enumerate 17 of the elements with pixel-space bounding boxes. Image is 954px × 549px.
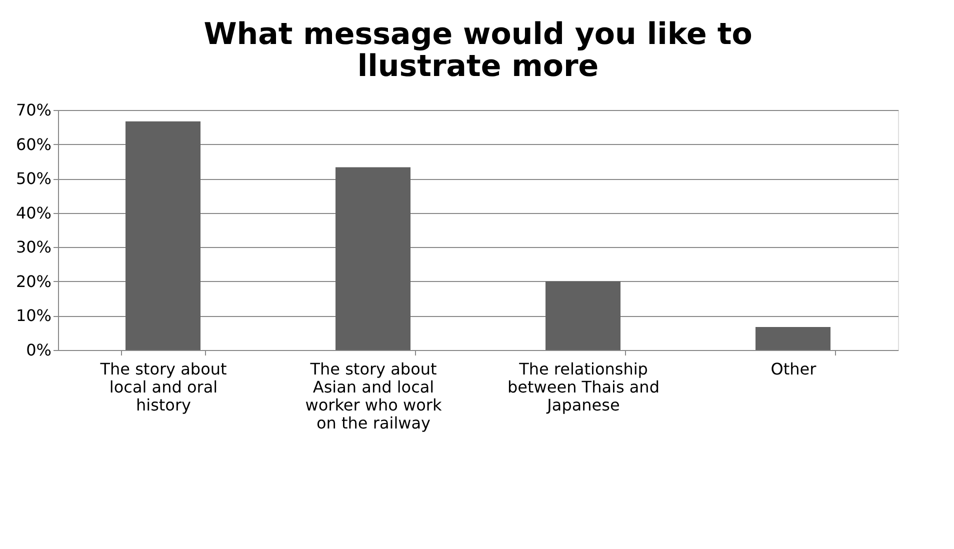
x-tick-label: The relationship between Thais and Japanese bbox=[508, 360, 660, 414]
x-tick-label: Other bbox=[770, 360, 817, 378]
y-tick-label: 0% bbox=[26, 340, 52, 360]
y-tick-label: 10% bbox=[16, 306, 52, 326]
x-tick-label: The story about local and oral history bbox=[99, 360, 227, 414]
y-tick-label: 70% bbox=[16, 100, 52, 120]
bar bbox=[756, 327, 830, 350]
y-tick-label: 30% bbox=[16, 238, 52, 257]
bar bbox=[546, 281, 620, 350]
y-tick-label: 60% bbox=[16, 134, 52, 154]
chart-title: What message would you like to llustrate more bbox=[204, 17, 752, 84]
y-tick-label: 50% bbox=[16, 169, 52, 188]
bar bbox=[336, 167, 410, 350]
y-tick-label: 20% bbox=[16, 272, 52, 291]
bar bbox=[126, 121, 200, 350]
x-tick-label: The story about Asian and local worker who work on the railway bbox=[305, 360, 442, 432]
y-tick-label: 40% bbox=[16, 203, 52, 222]
